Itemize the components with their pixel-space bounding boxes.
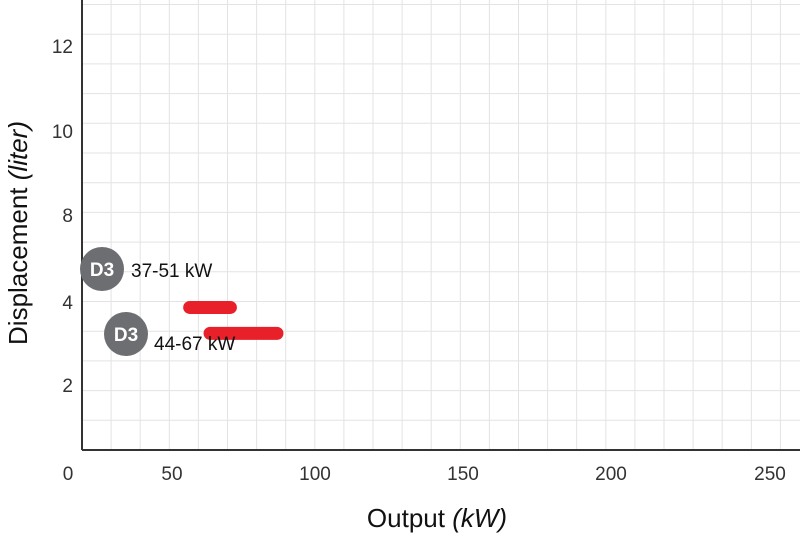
x-tick-label: 250 bbox=[754, 464, 786, 485]
y-tick-label: 8 bbox=[62, 206, 73, 227]
y-tick-label: 10 bbox=[52, 122, 73, 143]
x-tick-labels: 0 50 100 150 200 250 bbox=[63, 464, 786, 485]
x-axis-unit: (kW) bbox=[452, 503, 507, 533]
engine-badge-label: D3 bbox=[114, 325, 138, 346]
x-axis-title-text: Output bbox=[367, 503, 446, 533]
range-label: 44-67 kW bbox=[154, 334, 235, 355]
engine-badge bbox=[80, 247, 124, 291]
y-tick-label: 4 bbox=[62, 293, 73, 314]
y-tick-label: 12 bbox=[52, 37, 73, 58]
y-axis-unit: (liter) bbox=[3, 121, 33, 180]
x-tick-label: 0 bbox=[63, 464, 74, 485]
x-tick-label: 50 bbox=[161, 464, 182, 485]
axes bbox=[81, 0, 800, 451]
y-tick-label: 2 bbox=[62, 376, 73, 397]
y-axis-title: Displacement (liter) bbox=[3, 121, 33, 345]
x-tick-label: 150 bbox=[447, 464, 479, 485]
x-tick-label: 200 bbox=[595, 464, 627, 485]
range-label: 37-51 kW bbox=[131, 261, 212, 282]
x-tick-label: 100 bbox=[299, 464, 331, 485]
x-axis-title: Output (kW) bbox=[367, 503, 507, 533]
y-axis-title-text: Displacement bbox=[3, 187, 33, 345]
engine-badge bbox=[104, 312, 148, 356]
series-marks: D3 37-51 kW D3 44-67 kW bbox=[80, 247, 284, 356]
grid bbox=[82, 0, 800, 450]
engine-badge-label: D3 bbox=[90, 260, 114, 281]
y-tick-labels: 2 4 8 10 12 bbox=[52, 37, 74, 397]
